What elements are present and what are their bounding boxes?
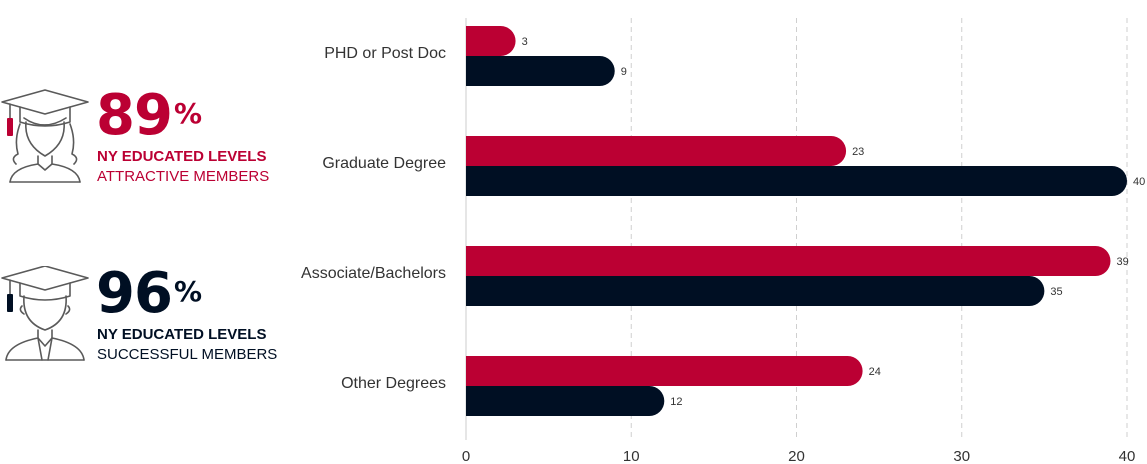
bar-series2	[466, 166, 1127, 196]
bar-series2	[466, 386, 665, 416]
bar-value-label: 40	[1133, 176, 1145, 188]
bar-series1	[466, 246, 1111, 276]
bar-value-label: 35	[1050, 286, 1062, 298]
attractive-label-line1: NY EDUCATED LEVELS	[97, 148, 267, 165]
bar-series1	[466, 26, 516, 56]
category-label: Associate/Bachelors	[301, 265, 446, 282]
bar-value-label: 3	[522, 36, 528, 48]
successful-label-line2: SUCCESSFUL MEMBERS	[97, 346, 278, 363]
bar-series2	[466, 276, 1045, 306]
bar-series1	[466, 356, 863, 386]
bar-value-label: 12	[670, 396, 682, 408]
x-tick-label-20: 20	[788, 448, 805, 464]
x-tick-label-40: 40	[1119, 448, 1136, 464]
attractive-percent: 89%	[96, 83, 202, 148]
bar-value-label: 9	[621, 66, 627, 78]
stats-panel: 89% NY EDUCATED LEVELS ATTRACTIVE MEMBER…	[0, 0, 300, 464]
female-graduate-icon	[1, 89, 89, 183]
category-label: Graduate Degree	[322, 155, 446, 172]
x-tick-label-30: 30	[953, 448, 970, 464]
bar-value-label: 23	[852, 146, 864, 158]
successful-label-line1: NY EDUCATED LEVELS	[97, 326, 267, 343]
x-tick-label-10: 10	[623, 448, 640, 464]
bar-value-label: 39	[1116, 256, 1128, 268]
male-graduate-icon	[1, 266, 89, 361]
bar-series2	[466, 56, 615, 86]
category-label: Other Degrees	[341, 375, 446, 392]
category-label: PHD or Post Doc	[324, 45, 446, 62]
attractive-label-line2: ATTRACTIVE MEMBERS	[97, 168, 270, 185]
successful-percent: 96%	[96, 261, 202, 326]
bar-value-label: 24	[869, 366, 881, 378]
bar-series1	[466, 136, 847, 166]
x-tick-label-0: 0	[462, 448, 470, 464]
